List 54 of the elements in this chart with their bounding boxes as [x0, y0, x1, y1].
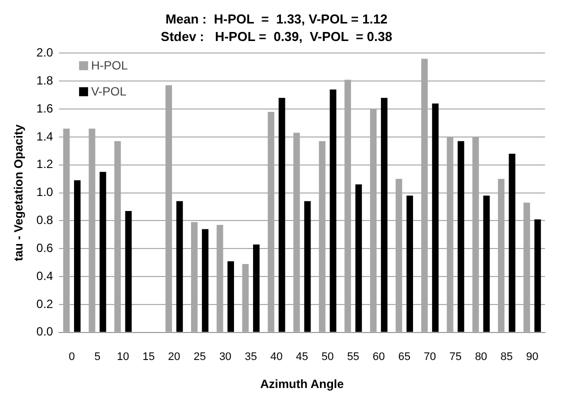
x-tick-label: 0 [68, 351, 75, 364]
x-tick-label: 90 [526, 351, 538, 364]
x-tick-label: 75 [449, 351, 462, 364]
bar [380, 98, 388, 332]
x-axis-title: Azimuth Angle [260, 377, 344, 392]
x-tick-label: 20 [168, 351, 180, 364]
bar [508, 154, 516, 332]
bar [406, 196, 414, 332]
bar [253, 244, 260, 332]
x-tick-label: 85 [500, 351, 513, 364]
bar [304, 201, 311, 332]
x-tick-label: 40 [270, 351, 283, 364]
y-tick-label: 2.0 [36, 46, 54, 60]
bar [355, 184, 362, 332]
x-tick-label: 30 [219, 351, 232, 364]
bar [227, 261, 234, 332]
bar [125, 210, 132, 332]
y-tick-label: 1.2 [36, 157, 54, 172]
x-tick-label: 65 [398, 351, 410, 364]
x-tick-label: 60 [372, 351, 385, 364]
y-tick-label: 1.6 [36, 101, 54, 116]
y-tick-label: 0.6 [36, 240, 54, 255]
y-tick-label: 0.8 [36, 213, 54, 228]
x-tick-label: 80 [474, 351, 488, 364]
bar [432, 103, 439, 332]
x-tick-label: 70 [424, 351, 436, 364]
y-tick-label: 0.2 [36, 296, 54, 311]
x-tick-label: 55 [347, 351, 360, 364]
x-tick-label: 50 [321, 351, 334, 364]
bar [100, 172, 106, 332]
bar [534, 219, 541, 332]
legend-label: H-POL [91, 58, 128, 73]
x-tick-label: 15 [142, 351, 155, 364]
bar [202, 229, 208, 332]
chart-title: Mean : H-POL = 1.33, V-POL = 1.12 [165, 11, 388, 26]
y-axis-title: tau - Vegetation Opacity [12, 124, 26, 262]
bar [483, 196, 490, 332]
y-tick-label: 0.0 [36, 324, 54, 339]
y-tick-label: 1.4 [36, 129, 54, 144]
x-tick-label: 35 [244, 351, 258, 364]
y-tick-label: 1.0 [36, 185, 54, 200]
bar [278, 98, 286, 332]
bar [330, 89, 336, 332]
x-tick-label: 5 [94, 351, 101, 364]
x-tick-label: 25 [194, 351, 206, 364]
bar [74, 180, 81, 332]
y-tick-label: 1.8 [36, 73, 54, 88]
x-tick-label: 45 [296, 351, 308, 364]
chart-subtitle: Stdev : H-POL = 0.39, V-POL = 0.38 [160, 28, 392, 44]
x-tick-label: 10 [116, 351, 130, 364]
bar [458, 141, 464, 332]
bar [176, 201, 183, 332]
legend-label: V-POL [91, 84, 127, 99]
y-tick-label: 0.4 [36, 268, 54, 283]
